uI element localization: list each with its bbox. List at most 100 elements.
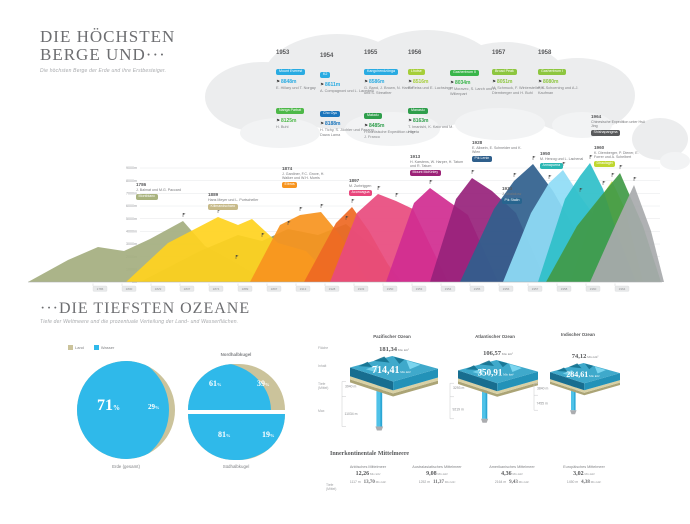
north-water-pct: 61% — [209, 379, 222, 388]
annotation-year: 1786 — [136, 182, 147, 187]
summit-flag-icon — [235, 255, 239, 259]
first-ascent-entry: K2 ⚑8611m A. Compagnoni und L. Lacedelli — [320, 62, 378, 94]
peak-height: ⚑8034m — [450, 80, 471, 86]
north-land-pct: 39% — [257, 379, 270, 388]
svg-text:1956: 1956 — [503, 287, 510, 291]
peak-height: ⚑8485m — [364, 122, 385, 129]
year-label: 1953 — [276, 50, 290, 56]
mediterranean-depth: 1450 m — [566, 479, 579, 484]
mediterranean-name: Amerikanisches Mittelmeer — [489, 465, 535, 469]
first-climbers: P.K. Schoening und A.J. Kaufman — [538, 86, 579, 95]
summit-flag-icon — [619, 165, 623, 169]
svg-text:1955: 1955 — [474, 287, 481, 291]
climber-flag-icon: ⚑ — [276, 79, 280, 84]
annotation-peak-chip: Shishapangma — [591, 130, 620, 137]
annotation-year: 1889 — [208, 192, 219, 197]
peak-height: ⚑8188m — [320, 120, 341, 127]
ascent-annotation-aconcagua: 1897 M. Zurbriggen Aconcagua — [349, 178, 403, 196]
oceans-subtitle: Tiefe der Weltmeere und die prozentuale … — [40, 319, 239, 326]
first-climbers: G. Band, J. Brown, N. Hardie und S. Stre… — [364, 86, 413, 95]
annotation-peak-chip: Pik Stalin — [502, 197, 522, 204]
ascent-annotation-pik-lenin: 1928 E. Allwein, E. Schneider und K. Wien… — [472, 140, 526, 163]
axis-label-mean-depth: Tiefe (Mittel) — [318, 382, 329, 391]
peak-height: ⚑8163m — [408, 117, 429, 124]
annotation-year: 1897 — [349, 178, 360, 183]
climber-flag-icon: ⚑ — [320, 82, 324, 87]
mediterranean-volume: 11,37 Mio km³ — [433, 479, 456, 485]
climber-flag-icon: ⚑ — [408, 79, 412, 84]
summit-flag-icon — [320, 204, 324, 208]
ocean-volume-value: 284,61 Mio km³ — [566, 370, 599, 379]
annotation-year: 1964 — [591, 114, 602, 119]
mediterranean-column: Australasiatisches Mittelmeer 9,08 Mio km… — [412, 465, 461, 485]
first-ascent-entry: Manaslu ⚑8163m T. Imanishi, K. Kato und M.… — [408, 98, 466, 135]
annotation-names: J. Gardiner, F.C. Grove, H. Walker und W… — [282, 171, 325, 181]
south-land-pct: 19% — [262, 430, 275, 439]
first-ascent-entry: Makalu ⚑8485m Französische Expedition unte… — [364, 103, 422, 140]
ocean-block-atlantic: 106,57 Mio km² 350,91 Mio km³ 3293 m 9219 m — [449, 350, 538, 423]
climber-flag-icon: ⚑ — [450, 80, 454, 85]
svg-text:1928: 1928 — [329, 287, 336, 291]
svg-text:1957: 1957 — [532, 287, 539, 291]
year-column-1954: 1954 K2 ⚑8611m A. Compagnoni und L. Lacedel… — [320, 53, 378, 145]
svg-text:1800: 1800 — [126, 287, 133, 291]
ocean-max-depth: 11034 m — [345, 412, 358, 416]
summit-flag-icon — [562, 162, 566, 166]
summit-flag-icon — [471, 170, 475, 174]
summit-flag-icon — [351, 199, 355, 203]
oceans-title: ···DIE TIEFSTEN OZEANE — [40, 300, 251, 317]
peak-height: ⚑8611m — [320, 82, 341, 88]
peak-name-chip: Broad Peak — [492, 68, 517, 76]
svg-text:1837: 1837 — [184, 287, 191, 291]
ascent-annotation-annapurna: 1950 M. Herzog und L. Lachenal Annapurna — [540, 151, 594, 169]
year-label: 1958 — [538, 50, 552, 56]
south-water-pct: 81% — [218, 430, 231, 439]
peak-height: ⚑8125m — [276, 117, 297, 124]
axis-label-area: Fläche — [318, 346, 329, 350]
ocean-mean-depth: 3840 m — [537, 386, 548, 390]
first-climbers: A. Compagnoni und L. Lacedelli — [320, 89, 374, 93]
mediterranean-name: Australasiatisches Mittelmeer — [412, 465, 462, 469]
mountain-shape-shishapangma — [590, 185, 664, 282]
ocean-block-indian: 74,12 Mio km² 284,61 Mio km³ 3840 m 7455 m — [533, 353, 620, 415]
peak-name-chip: Makalu — [364, 112, 382, 119]
climber-flag-icon: ⚑ — [364, 122, 368, 128]
mediterranean-column: Arktisches Mittelmeer 12,26 Mio km² 1117 m… — [350, 465, 386, 485]
ocean-volume-value: 350,91 Mio km³ — [478, 368, 514, 378]
annotation-names: H. Karstens, W. Harper, H. Tatum und R. … — [410, 159, 464, 169]
annotation-year: 1928 — [472, 140, 483, 145]
summit-flag-icon — [287, 221, 291, 225]
ocean-area-value: 181,34 Mio km² — [379, 346, 409, 353]
mediterranean-column: Europäisches Mittelmeer 3,02 Mio km² 1450 … — [563, 465, 605, 485]
first-ascent-entry: Mount Everest ⚑8848m E. Hillary und T. Nor… — [276, 59, 334, 91]
earth-land-pct: 29% — [148, 403, 160, 411]
mediterranean-name: Arktisches Mittelmeer — [349, 465, 387, 469]
peak-height: ⚑8848m — [276, 79, 297, 85]
mediterranean-name: Europäisches Mittelmeer — [563, 465, 605, 469]
peak-name-chip: K2 — [320, 71, 331, 79]
water-swatch-icon — [93, 345, 99, 350]
year-column-1956: 1956 Lhotse ⚑8516m F. Reiss und E. Luchsing… — [408, 50, 497, 142]
first-climbers: H. Buhl — [276, 124, 289, 129]
annotation-names: E. Allwein, E. Schneider und K. Wien — [472, 145, 522, 155]
svg-text:8000m: 8000m — [126, 179, 137, 183]
mediterranean-volume: 9,43 Mio km³ — [509, 479, 530, 485]
peak-name-chip: Cho Oyu — [320, 110, 341, 118]
peak-name-chip: Nanga Parbat — [276, 107, 305, 115]
svg-text:1960: 1960 — [590, 287, 597, 291]
first-ascent-entry: Gasherbrum II ⚑8034m F. Moravec, S. Larch … — [450, 60, 504, 97]
mediterranean-area: 4,36 Mio km² — [501, 471, 523, 477]
svg-text:1829: 1829 — [155, 287, 162, 291]
annotation-names: M. Zurbriggen — [349, 183, 372, 188]
ocean-max-depth: 7455 m — [537, 402, 548, 406]
cloud — [240, 118, 320, 148]
summit-flag-icon — [602, 181, 606, 185]
mediterranean-volume: 4,38 Mio km³ — [581, 479, 602, 485]
summit-flag-icon — [611, 173, 615, 177]
ascent-annotation-elbrus: 1874 J. Gardiner, F.C. Grove, H. Walker u… — [282, 166, 336, 189]
first-climbers: F. Reiss und E. Luchsinger — [408, 86, 454, 90]
svg-text:1933: 1933 — [358, 287, 365, 291]
peak-name-chip: Manaslu — [408, 107, 428, 115]
annotation-year: 1913 — [410, 154, 421, 159]
annotation-names: Chinesische Expedition unter Hsü Jing — [591, 119, 645, 129]
